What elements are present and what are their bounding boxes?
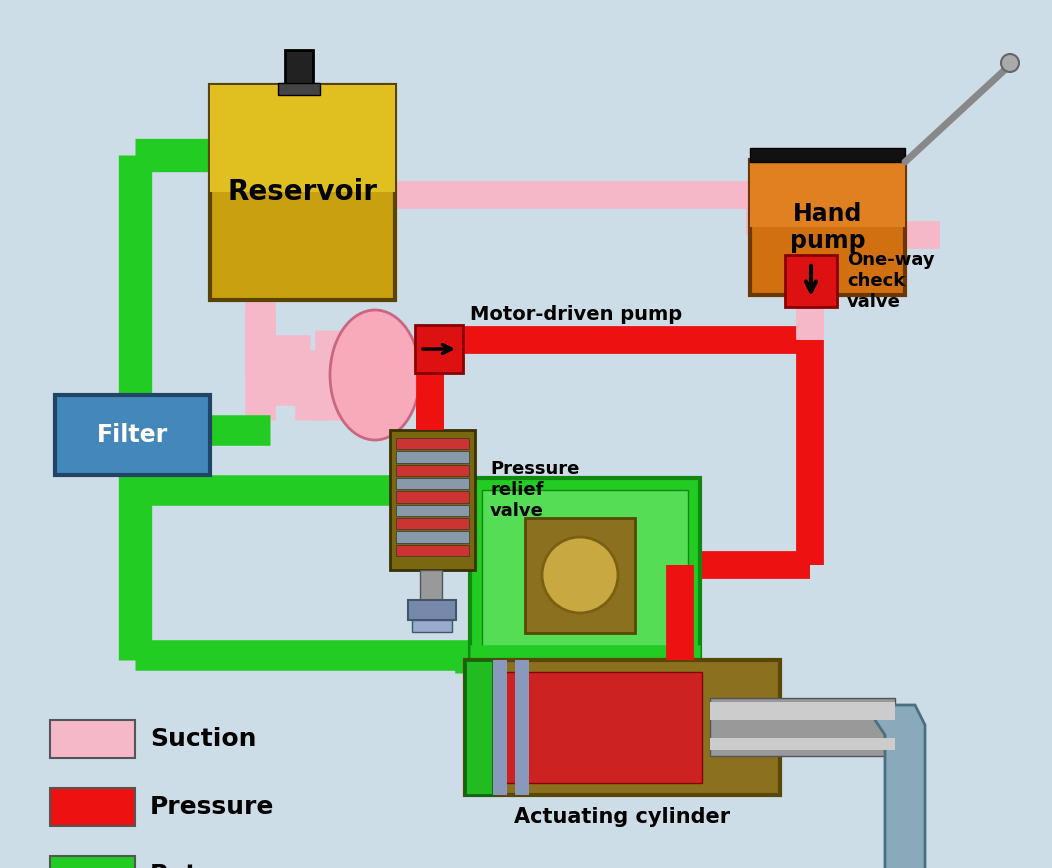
FancyBboxPatch shape — [396, 491, 469, 503]
Text: Hand
pump: Hand pump — [790, 201, 866, 253]
FancyBboxPatch shape — [710, 738, 895, 750]
FancyBboxPatch shape — [210, 85, 394, 300]
Text: Return: Return — [150, 863, 246, 868]
FancyBboxPatch shape — [396, 464, 469, 476]
FancyBboxPatch shape — [465, 660, 780, 795]
FancyBboxPatch shape — [750, 148, 905, 162]
FancyBboxPatch shape — [412, 620, 452, 632]
FancyBboxPatch shape — [710, 702, 895, 720]
FancyBboxPatch shape — [414, 325, 463, 373]
Text: Motor-driven pump: Motor-driven pump — [470, 306, 682, 325]
FancyBboxPatch shape — [710, 698, 895, 756]
FancyBboxPatch shape — [50, 720, 135, 758]
FancyBboxPatch shape — [396, 478, 469, 490]
FancyBboxPatch shape — [396, 451, 469, 463]
FancyBboxPatch shape — [285, 50, 313, 88]
Text: Reservoir: Reservoir — [227, 179, 378, 207]
FancyBboxPatch shape — [396, 531, 469, 542]
Text: Actuating cylinder: Actuating cylinder — [514, 807, 730, 827]
Text: Pressure: Pressure — [150, 795, 275, 819]
Ellipse shape — [330, 310, 420, 440]
FancyBboxPatch shape — [420, 570, 442, 600]
FancyBboxPatch shape — [390, 430, 476, 570]
FancyBboxPatch shape — [482, 490, 688, 661]
FancyBboxPatch shape — [396, 518, 469, 529]
FancyBboxPatch shape — [396, 504, 469, 516]
FancyBboxPatch shape — [408, 600, 456, 620]
Circle shape — [1002, 54, 1019, 72]
FancyBboxPatch shape — [396, 544, 469, 556]
Circle shape — [542, 537, 618, 613]
FancyBboxPatch shape — [465, 660, 493, 795]
FancyBboxPatch shape — [750, 160, 905, 295]
FancyBboxPatch shape — [477, 672, 702, 783]
FancyBboxPatch shape — [470, 478, 700, 673]
Text: Suction: Suction — [150, 727, 257, 751]
Text: Pressure
relief
valve: Pressure relief valve — [490, 460, 580, 520]
FancyBboxPatch shape — [396, 438, 469, 450]
Text: One-way
check
valve: One-way check valve — [847, 251, 934, 311]
FancyBboxPatch shape — [50, 856, 135, 868]
FancyBboxPatch shape — [515, 660, 529, 795]
Text: Filter: Filter — [97, 423, 168, 447]
FancyBboxPatch shape — [50, 788, 135, 826]
FancyBboxPatch shape — [785, 255, 837, 307]
FancyBboxPatch shape — [750, 160, 905, 227]
FancyBboxPatch shape — [278, 83, 320, 95]
FancyBboxPatch shape — [210, 85, 394, 192]
FancyBboxPatch shape — [525, 518, 635, 633]
FancyBboxPatch shape — [493, 660, 507, 795]
Polygon shape — [875, 705, 925, 868]
FancyBboxPatch shape — [55, 395, 210, 475]
